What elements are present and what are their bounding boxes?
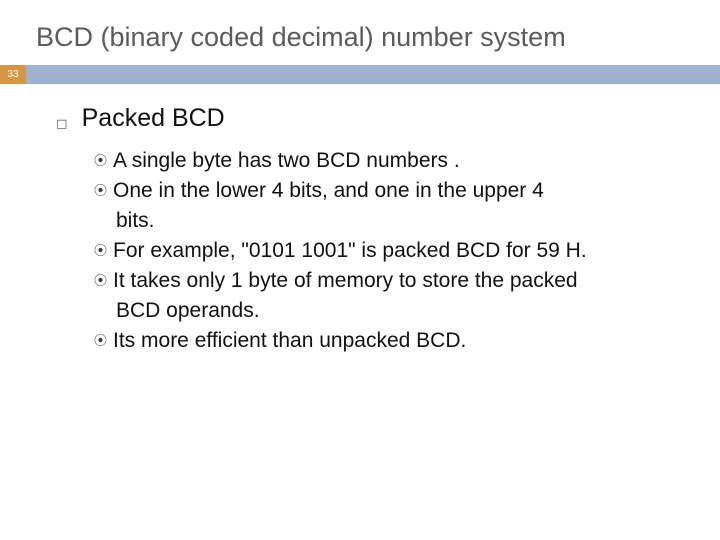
content-area: ◻ Packed BCD ⦿ A single byte has two BCD… <box>0 84 720 355</box>
slide-title: BCD (binary coded decimal) number system <box>36 22 684 53</box>
bullet-text: A single byte has two BCD numbers . <box>113 147 460 175</box>
list-item: ⦿ It takes only 1 byte of memory to stor… <box>94 267 680 295</box>
circle-bullet-icon: ⦿ <box>94 237 107 265</box>
list-item: ⦿ A single byte has two BCD numbers . <box>94 147 680 175</box>
page-number: 33 <box>0 65 26 84</box>
bullet-text: Its more efficient than unpacked BCD. <box>113 327 466 355</box>
list-item: ⦿ One in the lower 4 bits, and one in th… <box>94 177 680 205</box>
bar-fill <box>26 65 720 84</box>
bullet-text: For example, "0101 1001" is packed BCD f… <box>113 237 587 265</box>
bullet-text: One in the lower 4 bits, and one in the … <box>113 177 544 205</box>
list-item-cont: BCD operands. <box>94 297 680 325</box>
section-heading: Packed BCD <box>82 104 225 133</box>
list-item-cont: bits. <box>94 207 680 235</box>
circle-bullet-icon: ⦿ <box>94 177 107 205</box>
list-item: ⦿ For example, "0101 1001" is packed BCD… <box>94 237 680 265</box>
circle-bullet-icon: ⦿ <box>94 267 107 295</box>
bullet-text: bits. <box>116 207 155 235</box>
circle-bullet-icon: ⦿ <box>94 147 107 175</box>
bullet-text: It takes only 1 byte of memory to store … <box>113 267 578 295</box>
square-bullet-icon: ◻ <box>56 116 68 130</box>
list-item: ⦿ Its more efficient than unpacked BCD. <box>94 327 680 355</box>
bullet-list: ⦿ A single byte has two BCD numbers . ⦿ … <box>56 147 680 355</box>
circle-bullet-icon: ⦿ <box>94 327 107 355</box>
accent-bar: 33 <box>0 65 720 84</box>
heading-row: ◻ Packed BCD <box>56 104 680 133</box>
bullet-text: BCD operands. <box>116 297 260 325</box>
title-area: BCD (binary coded decimal) number system <box>0 0 720 65</box>
